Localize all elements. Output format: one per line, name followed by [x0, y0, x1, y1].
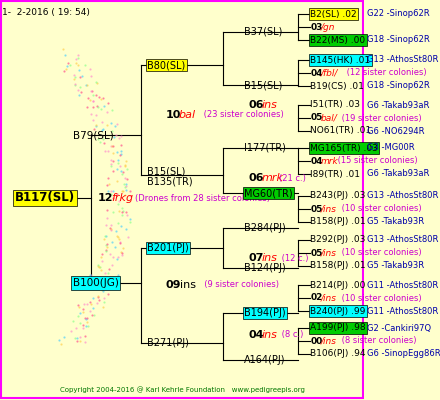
Text: B240(PJ) .99: B240(PJ) .99 [310, 306, 366, 316]
Text: /gn: /gn [321, 22, 336, 32]
Text: B158(PJ) .01: B158(PJ) .01 [310, 262, 366, 270]
Text: A199(PJ) .98: A199(PJ) .98 [310, 324, 366, 332]
Text: A164(PJ): A164(PJ) [244, 355, 286, 365]
Text: B284(PJ): B284(PJ) [244, 223, 286, 233]
Text: (Drones from 28 sister colonies): (Drones from 28 sister colonies) [135, 194, 270, 202]
Text: B292(PJ) .03: B292(PJ) .03 [310, 236, 366, 244]
Text: (8 sister colonies): (8 sister colonies) [339, 336, 417, 346]
Text: /fbl/: /fbl/ [321, 68, 338, 78]
Text: 1-  2-2016 ( 19: 54): 1- 2-2016 ( 19: 54) [3, 8, 90, 17]
Text: ins: ins [261, 100, 277, 110]
Text: 02: 02 [310, 294, 323, 302]
Text: /ins: /ins [321, 294, 337, 302]
Text: B106(PJ) .94: B106(PJ) .94 [310, 350, 366, 358]
Text: 03: 03 [310, 22, 323, 32]
Text: (10 sister colonies): (10 sister colonies) [339, 248, 422, 258]
Text: 04: 04 [248, 330, 264, 340]
Text: 05: 05 [310, 204, 323, 214]
Text: ins: ins [261, 330, 277, 340]
Text: I51(TR) .03: I51(TR) .03 [310, 100, 360, 110]
Text: B80(SL): B80(SL) [147, 60, 186, 70]
Text: 06: 06 [248, 100, 264, 110]
Text: NO61(TR) .01: NO61(TR) .01 [310, 126, 371, 136]
Text: (12 c.): (12 c.) [279, 254, 308, 262]
Text: B135(TR): B135(TR) [147, 177, 193, 187]
Text: 07: 07 [248, 253, 264, 263]
Text: G6 -Takab93aR: G6 -Takab93aR [367, 100, 429, 110]
Text: frkg: frkg [112, 193, 134, 203]
Text: I89(TR) .01: I89(TR) .01 [310, 170, 360, 178]
Text: /ins: /ins [321, 248, 337, 258]
Text: (15 sister colonies): (15 sister colonies) [335, 156, 417, 166]
Text: (9 sister colonies): (9 sister colonies) [198, 280, 279, 290]
Text: (12 sister colonies): (12 sister colonies) [344, 68, 426, 78]
Text: 05: 05 [310, 114, 323, 122]
Text: 09: 09 [165, 280, 181, 290]
Text: B2(SL) .02: B2(SL) .02 [310, 10, 357, 18]
Text: 04: 04 [310, 156, 323, 166]
Text: B214(PJ) .00: B214(PJ) .00 [310, 280, 366, 290]
Text: B124(PJ): B124(PJ) [244, 263, 286, 273]
Text: G13 -AthosSt80R: G13 -AthosSt80R [367, 56, 438, 64]
Text: (10 sister colonies): (10 sister colonies) [339, 204, 422, 214]
Text: G11 -AthosSt80R: G11 -AthosSt80R [367, 306, 438, 316]
Text: ins: ins [261, 253, 277, 263]
Text: G6 -Takab93aR: G6 -Takab93aR [367, 170, 429, 178]
Text: MG165(TR) .03: MG165(TR) .03 [310, 144, 378, 152]
Text: G13 -AthosSt80R: G13 -AthosSt80R [367, 236, 438, 244]
Text: (21 c.): (21 c.) [279, 174, 306, 182]
Text: 12: 12 [98, 193, 113, 203]
Text: (19 sister colonies): (19 sister colonies) [339, 114, 422, 122]
Text: B22(MS) .00: B22(MS) .00 [310, 36, 365, 44]
Text: bal/: bal/ [321, 114, 338, 122]
Text: G6 -NO6294R: G6 -NO6294R [367, 126, 424, 136]
Text: 00: 00 [310, 336, 323, 346]
Text: mrk: mrk [321, 156, 339, 166]
Text: B117(SL): B117(SL) [15, 192, 75, 204]
Text: B15(SL): B15(SL) [147, 167, 186, 177]
Text: /ins: /ins [321, 204, 337, 214]
Text: /ins: /ins [321, 336, 337, 346]
Text: B100(JG): B100(JG) [73, 278, 119, 288]
Text: G5 -Takab93R: G5 -Takab93R [367, 218, 424, 226]
Text: B201(PJ): B201(PJ) [147, 243, 189, 253]
Text: 06: 06 [248, 173, 264, 183]
Text: G3 -MG00R: G3 -MG00R [367, 144, 414, 152]
Text: G11 -AthosSt80R: G11 -AthosSt80R [367, 280, 438, 290]
Text: B19(CS) .01: B19(CS) .01 [310, 82, 364, 90]
Text: B194(PJ): B194(PJ) [244, 308, 286, 318]
Text: bal: bal [179, 110, 196, 120]
Text: G22 -Sinop62R: G22 -Sinop62R [367, 10, 429, 18]
Text: B158(PJ) .01: B158(PJ) .01 [310, 218, 366, 226]
Text: G18 -Sinop62R: G18 -Sinop62R [367, 36, 429, 44]
Text: I177(TR): I177(TR) [244, 143, 286, 153]
Text: B243(PJ) .03: B243(PJ) .03 [310, 192, 366, 200]
Text: B145(HK) .01: B145(HK) .01 [310, 56, 370, 64]
Text: B37(SL): B37(SL) [244, 27, 282, 37]
Text: G6 -SinopEgg86R: G6 -SinopEgg86R [367, 350, 440, 358]
Text: 05: 05 [310, 248, 323, 258]
Text: Copyright 2004-2016 @ Karl Kehrle Foundation   www.pedigreepis.org: Copyright 2004-2016 @ Karl Kehrle Founda… [59, 386, 304, 393]
Text: 04: 04 [310, 68, 323, 78]
Text: G5 -Takab93R: G5 -Takab93R [367, 262, 424, 270]
Text: (10 sister colonies): (10 sister colonies) [339, 294, 422, 302]
Text: ins: ins [180, 280, 196, 290]
Text: MG60(TR): MG60(TR) [244, 188, 293, 198]
Text: G2 -Cankiri97Q: G2 -Cankiri97Q [367, 324, 431, 332]
Text: (23 sister colonies): (23 sister colonies) [201, 110, 284, 120]
Text: (8 c.): (8 c.) [279, 330, 303, 340]
Text: 10: 10 [165, 110, 181, 120]
Text: G13 -AthosSt80R: G13 -AthosSt80R [367, 192, 438, 200]
Text: B271(PJ): B271(PJ) [147, 338, 189, 348]
Text: G18 -Sinop62R: G18 -Sinop62R [367, 82, 429, 90]
Text: B15(SL): B15(SL) [244, 80, 282, 90]
Text: mrk: mrk [261, 173, 283, 183]
Text: B79(SL): B79(SL) [73, 130, 114, 140]
